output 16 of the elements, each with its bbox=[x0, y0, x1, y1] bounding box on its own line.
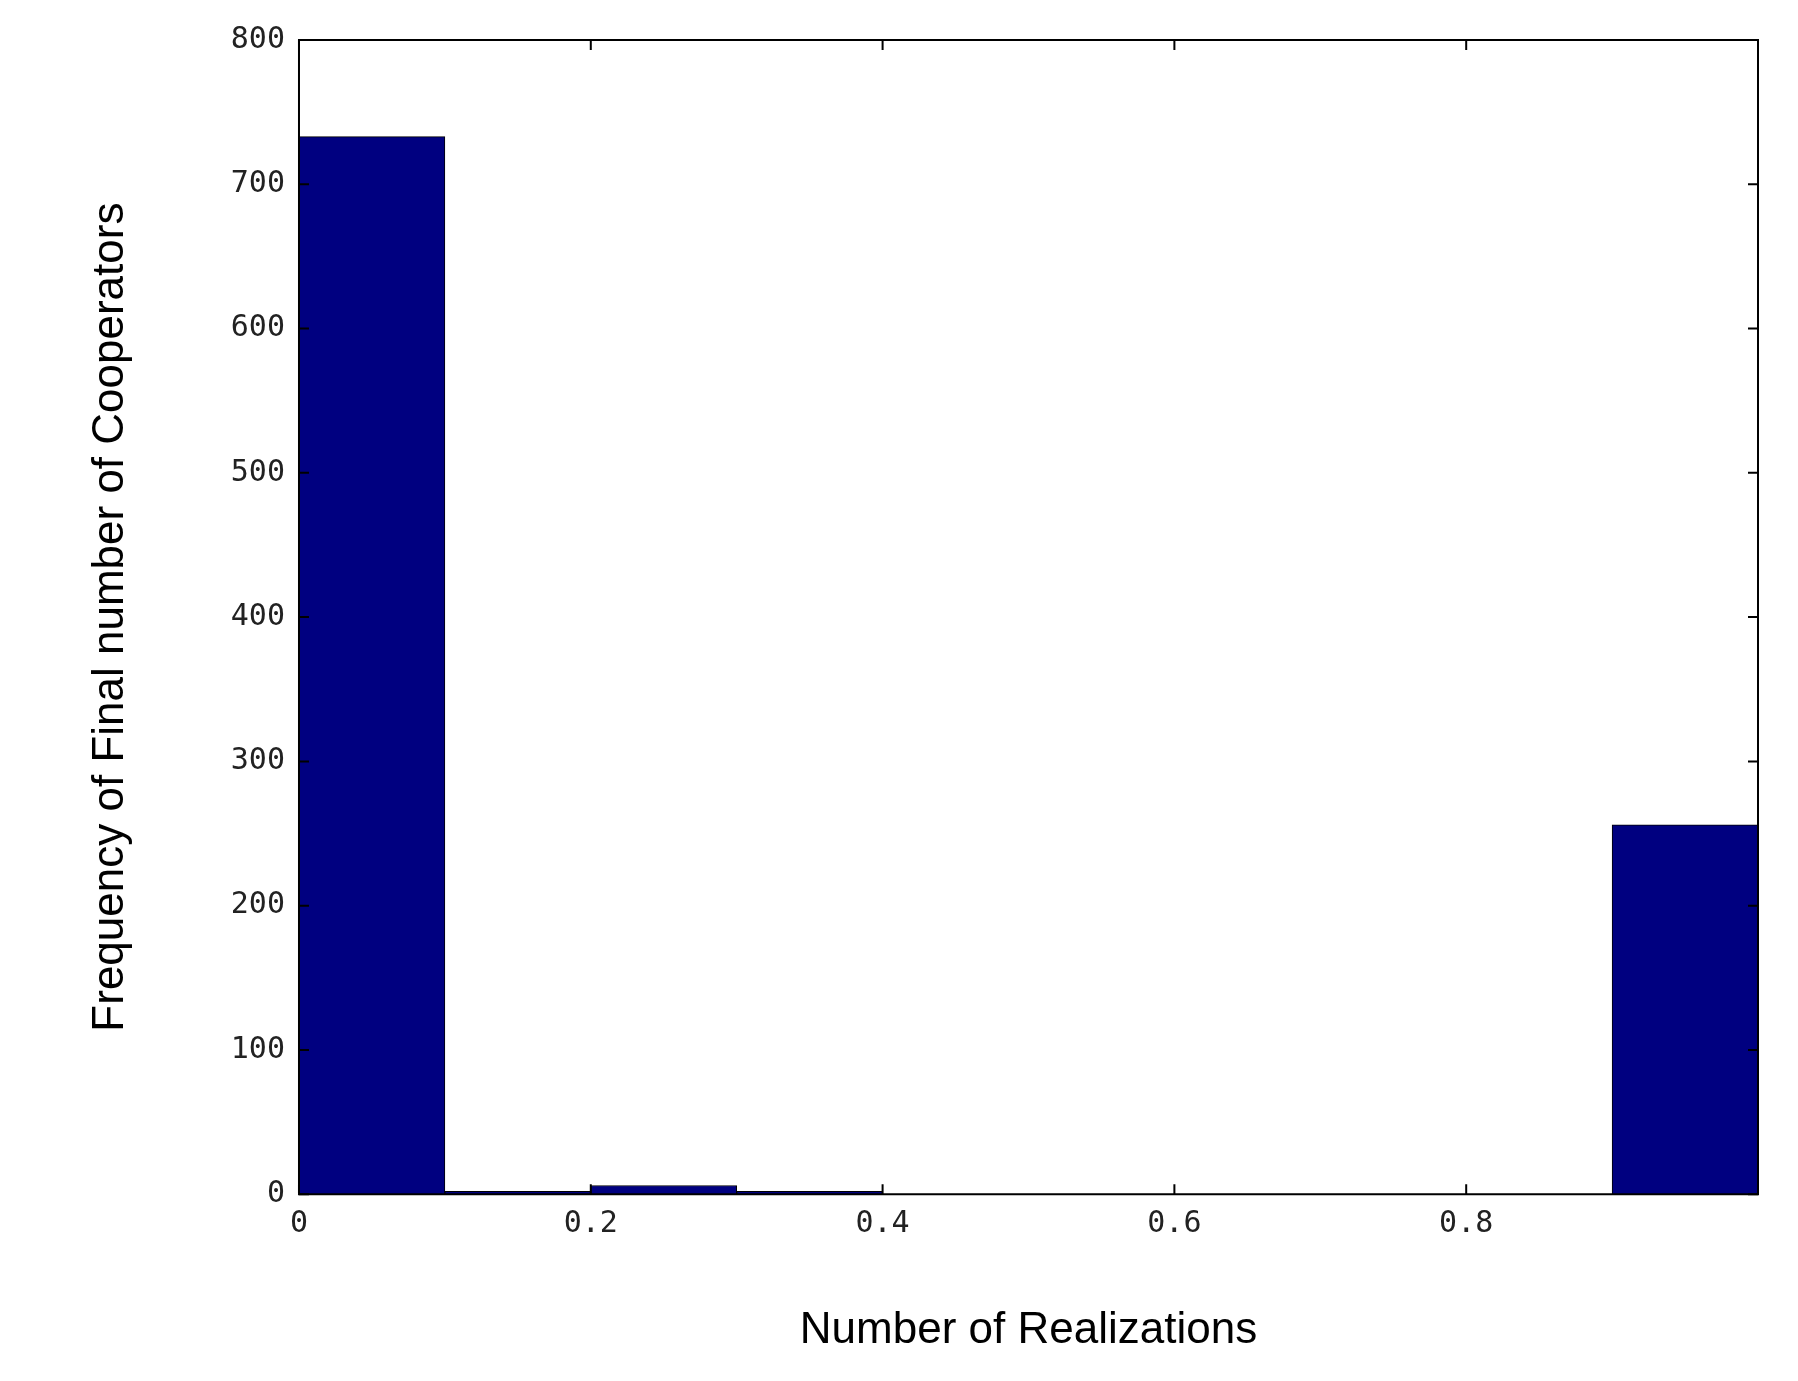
y-tick-label: 800 bbox=[230, 19, 285, 55]
y-tick-label: 600 bbox=[230, 308, 285, 344]
x-tick-label: 0.6 bbox=[1147, 1204, 1202, 1239]
x-tick-label: 0 bbox=[289, 1204, 309, 1239]
y-tick-label: 500 bbox=[230, 452, 285, 488]
y-tick-label: 300 bbox=[230, 741, 285, 777]
x-tick-label: 0.2 bbox=[563, 1204, 618, 1239]
x-tick-label: 0.4 bbox=[855, 1204, 910, 1239]
y-tick-label: 200 bbox=[230, 885, 285, 921]
y-axis-title: Frequency of Final number of Cooperators bbox=[82, 202, 132, 1032]
x-tick-label: 0.8 bbox=[1439, 1204, 1494, 1239]
y-tick-label: 700 bbox=[230, 164, 285, 200]
y-tick-label: 400 bbox=[230, 596, 285, 632]
x-axis-title: Number of Realizations bbox=[799, 1302, 1258, 1352]
y-tick-label: 100 bbox=[230, 1029, 285, 1065]
y-tick-label: 0 bbox=[266, 1174, 285, 1209]
